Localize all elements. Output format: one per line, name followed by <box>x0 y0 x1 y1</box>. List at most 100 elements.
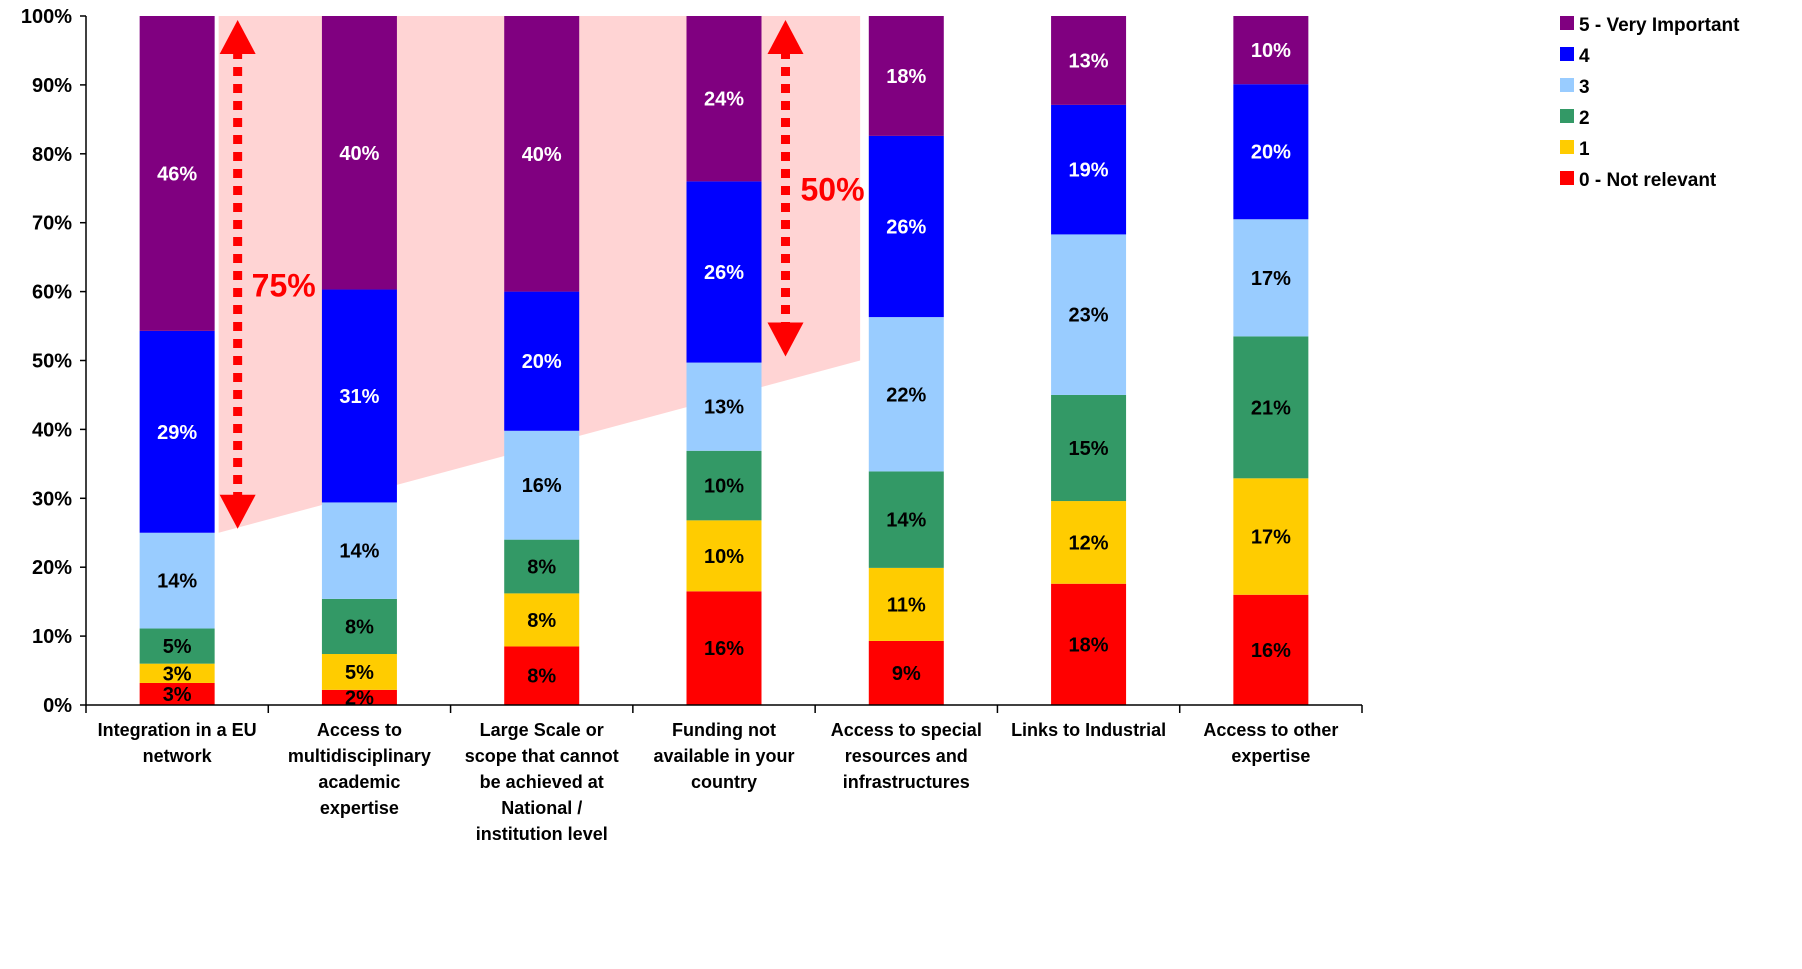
legend-label: 4 <box>1579 46 1590 67</box>
bar-segment-6-0 <box>1233 594 1309 705</box>
category-label-4: resources and <box>845 746 968 766</box>
bar-segment-5-4 <box>1051 104 1127 235</box>
y-tick-label: 10% <box>32 626 72 648</box>
data-label-6-4: 20% <box>1251 142 1291 164</box>
bar-segment-1-4 <box>321 289 397 503</box>
data-label-5-1: 12% <box>1069 532 1109 554</box>
bar-segment-2-5 <box>504 16 580 292</box>
data-label-3-5: 24% <box>704 89 744 111</box>
data-label-4-1: 11% <box>887 594 926 616</box>
data-label-1-4: 31% <box>339 386 379 408</box>
legend-label: 2 <box>1579 108 1590 129</box>
category-label-1: Access to <box>317 720 402 740</box>
annotation-arrow-50-head-down <box>767 322 804 357</box>
data-label-1-2: 8% <box>345 616 374 638</box>
category-label-1: academic <box>318 772 400 792</box>
y-tick-label: 0% <box>43 695 72 717</box>
category-label-0: network <box>143 746 213 766</box>
data-label-3-1: 10% <box>704 546 744 568</box>
category-label-1: multidisciplinary <box>288 746 431 766</box>
data-label-5-3: 23% <box>1069 305 1109 327</box>
bar-segment-6-1 <box>1233 478 1309 595</box>
data-label-2-4: 20% <box>522 351 562 373</box>
category-label-5: Links to Industrial <box>1011 720 1166 740</box>
category-label-1: expertise <box>320 798 399 818</box>
bar-segment-3-5 <box>686 16 762 182</box>
bar-segment-3-3 <box>686 362 762 451</box>
data-label-6-3: 17% <box>1251 268 1291 290</box>
bar-segment-6-2 <box>1233 336 1309 479</box>
category-label-2: National / <box>501 798 582 818</box>
bars: 3%3% 5% 14% 29% 46% 2% 5% 8% 14% 31% 40% 8% 8% 8% 16% 2… <box>139 16 1309 709</box>
legend-swatch <box>1560 16 1574 30</box>
legend-label: 5 - Very Important <box>1579 15 1740 36</box>
bar-segment-2-1 <box>504 593 580 647</box>
bar-segment-1-1 <box>321 654 397 690</box>
bar-segment-3-2 <box>686 450 762 521</box>
data-label-5-2: 15% <box>1069 438 1109 460</box>
category-label-2: be achieved at <box>480 772 604 792</box>
bar-segment-5-1 <box>1051 501 1127 584</box>
data-label-0-2: 5% <box>163 636 192 658</box>
y-tick-label: 50% <box>32 351 72 373</box>
category-label-2: Large Scale or <box>480 720 604 740</box>
bar-segment-0-0 <box>139 682 215 705</box>
annotations: 75% 50% <box>219 20 865 529</box>
bar-segment-4-2 <box>868 471 944 568</box>
bar-segment-2-4 <box>504 291 580 431</box>
bar-segment-3-0 <box>686 591 762 705</box>
data-label-6-0: 16% <box>1251 640 1291 662</box>
bar-segment-4-3 <box>868 317 944 472</box>
bar-segment-5-2 <box>1051 394 1127 502</box>
data-label-0-4: 29% <box>157 422 197 444</box>
bar-segment-4-1 <box>868 567 944 641</box>
data-label-4-3: 22% <box>886 384 926 406</box>
bar-segment-0-5 <box>139 16 215 331</box>
legend-swatch <box>1560 47 1574 61</box>
bar-segment-5-3 <box>1051 234 1127 395</box>
annotation-label-75: 75% <box>252 268 316 304</box>
data-label-5-4: 19% <box>1069 160 1109 182</box>
bar-segment-4-0 <box>868 640 944 705</box>
category-label-6: expertise <box>1231 746 1310 766</box>
data-label-0-3: 14% <box>157 571 197 593</box>
legend-label: 0 - Not relevant <box>1579 170 1717 191</box>
data-label-1-3: 14% <box>339 541 379 563</box>
data-label-1-1: 5% <box>345 662 374 684</box>
data-label-3-4: 26% <box>704 262 744 284</box>
legend: 5 - Very Important 4 3 2 1 0 - Not relevant <box>1560 15 1740 191</box>
category-label-0: Integration in a EU <box>98 720 257 740</box>
bar-segment-1-5 <box>321 16 397 290</box>
data-label-6-2: 21% <box>1251 397 1291 419</box>
y-tick-label: 40% <box>32 419 72 441</box>
category-label-4: infrastructures <box>843 772 970 792</box>
y-tick-label: 80% <box>32 144 72 166</box>
bar-segment-6-3 <box>1233 219 1309 337</box>
bar-segment-5-0 <box>1051 583 1127 705</box>
legend-swatch <box>1560 109 1574 123</box>
category-label-2: institution level <box>476 824 608 844</box>
data-label-2-3: 16% <box>522 475 562 497</box>
legend-label: 1 <box>1579 139 1590 160</box>
data-label-4-2: 14% <box>886 510 926 532</box>
bar-segment-3-4 <box>686 181 762 363</box>
legend-label: 3 <box>1579 77 1590 98</box>
bar-segment-2-3 <box>504 430 580 540</box>
data-label-0-0: 3% <box>163 684 192 706</box>
bar-segment-6-4 <box>1233 84 1309 220</box>
data-label-2-2: 8% <box>527 557 556 579</box>
y-tick-label: 90% <box>32 75 72 97</box>
bar-segment-1-2 <box>321 598 397 655</box>
data-label-2-0: 8% <box>527 666 556 688</box>
category-label-3: country <box>691 772 757 792</box>
legend-swatch <box>1560 78 1574 92</box>
data-label-4-5: 18% <box>886 66 926 88</box>
data-label-2-5: 40% <box>522 144 562 166</box>
bar-segment-2-0 <box>504 646 580 705</box>
bar-segment-3-1 <box>686 520 762 592</box>
y-tick-label: 70% <box>32 213 72 235</box>
y-tick-label: 30% <box>32 488 72 510</box>
bar-segment-4-4 <box>868 135 944 318</box>
data-label-5-0: 18% <box>1069 634 1109 656</box>
